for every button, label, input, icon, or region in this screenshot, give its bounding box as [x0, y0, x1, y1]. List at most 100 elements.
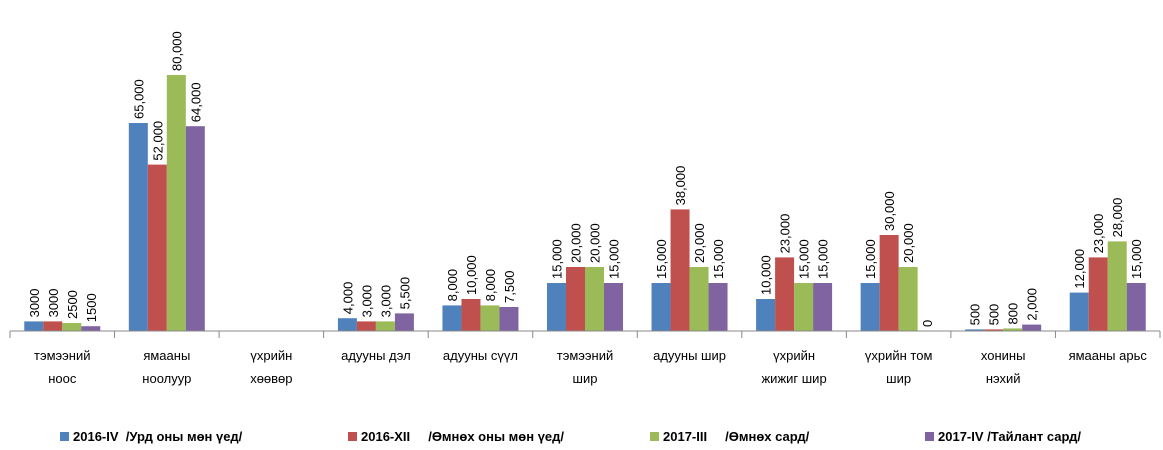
bar: [166, 75, 186, 331]
data-label: 10,000: [464, 255, 479, 295]
data-label: 52,000: [150, 121, 165, 161]
data-label: 20,000: [692, 223, 707, 263]
bar: [147, 164, 167, 331]
bar: [1022, 324, 1042, 331]
bar: [1126, 283, 1146, 331]
bar: [375, 321, 395, 331]
x-tick-label: үхрийн том: [865, 348, 933, 363]
data-label: 30,000: [882, 191, 897, 231]
data-label: 15,000: [816, 239, 831, 279]
data-label: 4,000: [340, 282, 355, 315]
data-label: 15,000: [863, 239, 878, 279]
x-tick-label: үхрийн: [773, 348, 815, 363]
x-tick-label: ямааны: [143, 348, 190, 363]
x-tick-label: ноос: [48, 371, 77, 386]
bar: [775, 257, 795, 331]
data-label: 500: [968, 304, 983, 326]
bar: [442, 305, 462, 331]
legend-swatch: [650, 432, 659, 441]
bar: [1088, 257, 1108, 331]
data-label: 3,000: [359, 285, 374, 318]
bar: [337, 318, 357, 331]
x-tick-label: адууны шир: [653, 348, 726, 363]
data-label: 3000: [46, 288, 61, 317]
data-label: 15,000: [1129, 239, 1144, 279]
x-tick-label: адууны сүүл: [443, 348, 518, 363]
data-label: 23,000: [778, 214, 793, 254]
data-label: 7,500: [502, 270, 517, 303]
bar: [461, 299, 481, 331]
bar: [860, 283, 880, 331]
legend-swatch: [60, 432, 69, 441]
bar: [604, 283, 623, 331]
bar: [984, 329, 1004, 331]
bar: [499, 307, 519, 331]
x-tick-label: ямааны арьс: [1069, 348, 1148, 363]
x-tick-label: ноолуур: [142, 371, 191, 386]
bar: [898, 267, 918, 331]
x-tick-label: шир: [886, 371, 911, 386]
data-label: 3000: [27, 288, 42, 317]
data-label: 15,000: [797, 239, 812, 279]
legend-label: 2017-III /Өмнөх сард/: [663, 429, 810, 444]
data-label: 38,000: [673, 166, 688, 206]
data-label: 65,000: [131, 79, 146, 119]
bar: [1069, 292, 1089, 331]
data-label: 80,000: [169, 31, 184, 71]
bar: [81, 326, 101, 331]
bar: [394, 313, 414, 331]
data-label: 5,500: [397, 277, 412, 310]
bar: [689, 267, 709, 331]
bar: [43, 321, 63, 331]
data-label: 1500: [84, 293, 99, 322]
data-label: 10,000: [759, 255, 774, 295]
data-label: 20,000: [588, 223, 603, 263]
x-tick-label: тэмээний: [557, 348, 614, 363]
legend-swatch: [348, 432, 357, 441]
bar: [62, 323, 82, 331]
bar: [24, 321, 44, 331]
bar: [547, 283, 566, 331]
data-label: 28,000: [1110, 198, 1125, 238]
bar: [879, 235, 899, 331]
x-tick-label: адууны дэл: [341, 348, 411, 363]
bar: [585, 267, 604, 331]
data-label: 2500: [65, 290, 80, 319]
bar: [670, 209, 690, 331]
x-tick-label: үхрийн: [250, 348, 292, 363]
bar: [813, 283, 833, 331]
x-tick-label: тэмээний: [34, 348, 91, 363]
data-label: 12,000: [1072, 249, 1087, 289]
bar: [1107, 241, 1127, 331]
x-tick-label: шир: [573, 371, 598, 386]
bar: [185, 126, 205, 331]
data-label: 15,000: [654, 239, 669, 279]
data-label: 20,000: [569, 223, 584, 263]
data-label: 23,000: [1091, 214, 1106, 254]
x-tick-label: хонины: [981, 348, 1026, 363]
x-tick-label: хөөвөр: [250, 371, 292, 386]
legend-label: 2016-IV /Урд оны мөн үед/: [73, 429, 243, 444]
bar: [1003, 328, 1023, 331]
bar: [128, 123, 148, 331]
data-label: 15,000: [711, 239, 726, 279]
legend-label: 2016-XII /Өмнөх оны мөн үед/: [361, 429, 564, 444]
data-label: 64,000: [188, 82, 203, 122]
bar: [756, 299, 776, 331]
data-label: 8,000: [445, 269, 460, 302]
data-label: 2,000: [1025, 288, 1040, 321]
bar: [965, 329, 985, 331]
data-label: 15,000: [607, 239, 622, 279]
x-tick-label: нэхий: [986, 371, 1021, 386]
bar: [651, 283, 671, 331]
data-label: 8,000: [483, 269, 498, 302]
data-label: 800: [1006, 303, 1021, 325]
data-label: 500: [987, 304, 1002, 326]
bar: [566, 267, 585, 331]
data-label: 20,000: [901, 223, 916, 263]
data-label: 15,000: [550, 239, 565, 279]
x-tick-label: жижиг шир: [761, 371, 826, 386]
data-label: 0: [920, 320, 935, 327]
legend-swatch: [925, 432, 934, 441]
